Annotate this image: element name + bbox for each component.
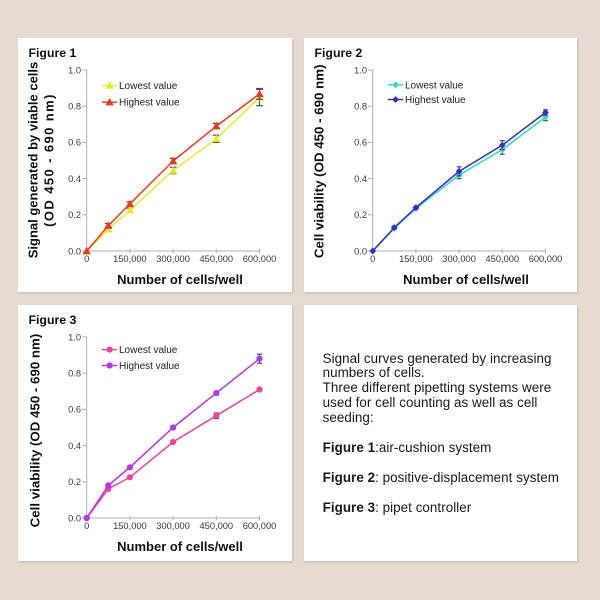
svg-text:0.8: 0.8 bbox=[68, 368, 81, 378]
svg-text:300,000: 300,000 bbox=[156, 254, 190, 264]
svg-text:0.8: 0.8 bbox=[68, 101, 81, 111]
svg-text:0.6: 0.6 bbox=[68, 137, 81, 147]
svg-text:0.4: 0.4 bbox=[68, 440, 81, 450]
svg-text:Cell viability (OD 450 - 690 n: Cell viability (OD 450 - 690 nm) bbox=[312, 64, 327, 258]
svg-text:Highest value: Highest value bbox=[119, 361, 180, 372]
svg-text:Number of cells/well: Number of cells/well bbox=[403, 272, 529, 287]
svg-text:Cell viability (OD 450 - 690 n: Cell viability (OD 450 - 690 nm) bbox=[28, 333, 43, 527]
svg-text:0: 0 bbox=[84, 521, 89, 531]
svg-text:600,000: 600,000 bbox=[243, 521, 277, 531]
svg-text:1.0: 1.0 bbox=[354, 65, 367, 75]
svg-text:0: 0 bbox=[370, 254, 375, 264]
svg-text:1.0: 1.0 bbox=[68, 65, 81, 75]
svg-text:Figure 2: Figure 2 bbox=[315, 46, 363, 60]
svg-text:Lowest value: Lowest value bbox=[119, 345, 178, 356]
svg-text:Lowest value: Lowest value bbox=[405, 80, 464, 91]
svg-text:0.6: 0.6 bbox=[68, 404, 81, 414]
svg-text:600,000: 600,000 bbox=[529, 254, 563, 264]
svg-text:1.0: 1.0 bbox=[68, 332, 81, 342]
svg-text:0.2: 0.2 bbox=[354, 210, 367, 220]
svg-text:450,000: 450,000 bbox=[199, 521, 233, 531]
svg-text:Highest value: Highest value bbox=[405, 95, 466, 106]
svg-text:0.0: 0.0 bbox=[68, 246, 81, 256]
svg-text:150,000: 150,000 bbox=[113, 254, 147, 264]
svg-text:150,000: 150,000 bbox=[113, 521, 147, 531]
svg-text:Number of cells/well: Number of cells/well bbox=[117, 539, 243, 554]
svg-text:Figure 3: Figure 3 bbox=[29, 313, 77, 327]
svg-text:0.4: 0.4 bbox=[68, 173, 81, 183]
svg-text:Signal generated by viable cel: Signal generated by viable cells bbox=[26, 61, 41, 258]
svg-text:0.2: 0.2 bbox=[68, 210, 81, 220]
svg-text:300,000: 300,000 bbox=[156, 521, 190, 531]
svg-text:Number of cells/well: Number of cells/well bbox=[117, 272, 243, 287]
svg-text:(OD 450 - 690 nm): (OD 450 - 690 nm) bbox=[42, 93, 57, 227]
svg-text:0.6: 0.6 bbox=[354, 137, 367, 147]
svg-text:450,000: 450,000 bbox=[199, 254, 233, 264]
svg-text:Figure 1: Figure 1 bbox=[29, 46, 77, 60]
svg-text:0.4: 0.4 bbox=[354, 173, 367, 183]
svg-text:Lowest value: Lowest value bbox=[119, 81, 178, 92]
svg-text:600,000: 600,000 bbox=[243, 254, 277, 264]
svg-text:0: 0 bbox=[84, 254, 89, 264]
svg-text:Highest value: Highest value bbox=[119, 97, 180, 108]
svg-text:0.0: 0.0 bbox=[354, 246, 367, 256]
svg-text:0.2: 0.2 bbox=[68, 477, 81, 487]
svg-text:450,000: 450,000 bbox=[485, 254, 519, 264]
svg-text:0.8: 0.8 bbox=[354, 101, 367, 111]
svg-text:0.0: 0.0 bbox=[68, 513, 81, 523]
svg-text:300,000: 300,000 bbox=[442, 254, 476, 264]
svg-text:150,000: 150,000 bbox=[399, 254, 433, 264]
